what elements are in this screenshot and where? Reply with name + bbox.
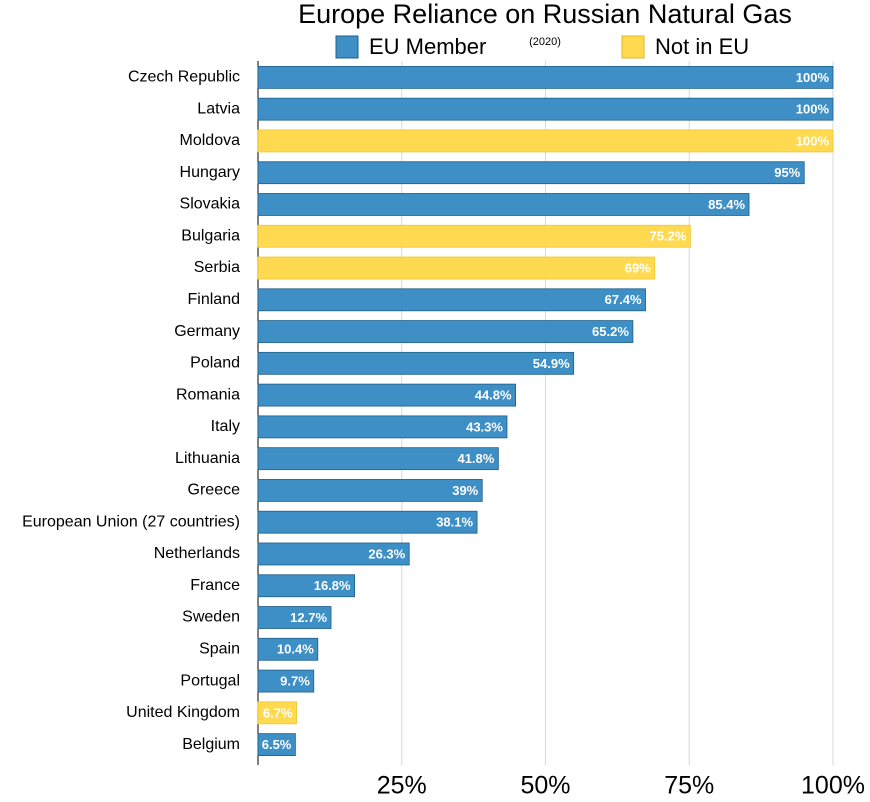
y-tick-label: Netherlands	[154, 545, 240, 562]
value-label: 39%	[452, 483, 478, 498]
chart-title: Europe Reliance on Russian Natural Gas	[298, 0, 792, 29]
y-tick-label: Finland	[188, 291, 240, 308]
value-label: 44.8%	[475, 388, 512, 403]
bar	[257, 510, 478, 534]
y-tick-label: Czech Republic	[128, 69, 240, 86]
legend-swatch	[621, 35, 645, 59]
value-label: 54.9%	[533, 356, 570, 371]
y-tick-label: Romania	[176, 386, 240, 403]
y-tick-label: Latvia	[197, 100, 240, 117]
value-label: 9.7%	[280, 674, 310, 689]
y-tick-label: Belgium	[182, 736, 240, 753]
value-label: 38.1%	[436, 515, 473, 530]
bar	[257, 733, 296, 757]
bar	[257, 129, 834, 153]
y-tick-label: France	[190, 577, 240, 594]
value-label: 95%	[774, 165, 800, 180]
value-label: 67.4%	[605, 292, 642, 307]
value-label: 6.5%	[262, 737, 292, 752]
y-tick-label: Hungary	[180, 164, 240, 181]
x-tick-label: 75%	[664, 772, 714, 800]
value-label: 12.7%	[290, 610, 327, 625]
y-tick-label: Bulgaria	[181, 227, 240, 244]
bar	[257, 606, 332, 629]
value-label: 100%	[796, 133, 830, 148]
bar	[257, 97, 834, 121]
bar	[257, 193, 750, 216]
y-tick-label: European Union (27 countries)	[22, 513, 240, 530]
value-label: 75.2%	[650, 229, 687, 244]
bar	[257, 542, 410, 566]
legend-swatch	[335, 35, 359, 59]
legend-label: Not in EU	[655, 34, 749, 59]
bar	[257, 320, 634, 343]
bar	[257, 288, 646, 312]
value-label: 6.7%	[263, 705, 293, 720]
bar	[257, 574, 355, 598]
value-label: 85.4%	[708, 197, 745, 212]
bar	[257, 447, 499, 471]
y-tick-label: Lithuania	[175, 450, 240, 467]
y-tick-label: Sweden	[182, 609, 240, 626]
x-tick-label: 50%	[520, 772, 570, 800]
y-tick-label: Greece	[188, 482, 241, 499]
bar	[257, 637, 319, 661]
y-tick-label: Moldova	[180, 132, 241, 149]
y-tick-label: Italy	[211, 418, 240, 435]
x-tick-label: 100%	[801, 772, 865, 800]
value-label: 43.3%	[466, 419, 503, 434]
value-label: 16.8%	[314, 578, 351, 593]
bar	[257, 701, 297, 725]
y-tick-label: Slovakia	[180, 196, 241, 213]
bar	[257, 383, 517, 407]
bar	[257, 256, 656, 280]
y-tick-label: Spain	[199, 641, 240, 658]
y-tick-label: Germany	[174, 323, 240, 340]
y-tick-label: Serbia	[194, 259, 240, 276]
bar	[257, 479, 483, 502]
y-tick-label: Poland	[190, 355, 240, 372]
bar	[257, 224, 691, 248]
bar	[257, 669, 315, 693]
value-label: 69%	[625, 260, 651, 275]
bar	[257, 351, 575, 375]
value-label: 10.4%	[277, 642, 314, 657]
legend-label: EU Member	[369, 34, 486, 59]
x-tick-label: 25%	[377, 772, 427, 800]
value-label: 41.8%	[457, 451, 494, 466]
bar	[257, 65, 834, 89]
y-tick-label: United Kingdom	[126, 704, 240, 721]
bar	[257, 161, 805, 185]
value-label: 100%	[796, 102, 830, 117]
bar	[257, 415, 508, 439]
value-label: 100%	[796, 70, 830, 85]
value-label: 26.3%	[368, 546, 405, 561]
y-tick-label: Portugal	[180, 672, 240, 689]
chart-subtitle: (2020)	[529, 36, 561, 48]
value-label: 65.2%	[592, 324, 629, 339]
